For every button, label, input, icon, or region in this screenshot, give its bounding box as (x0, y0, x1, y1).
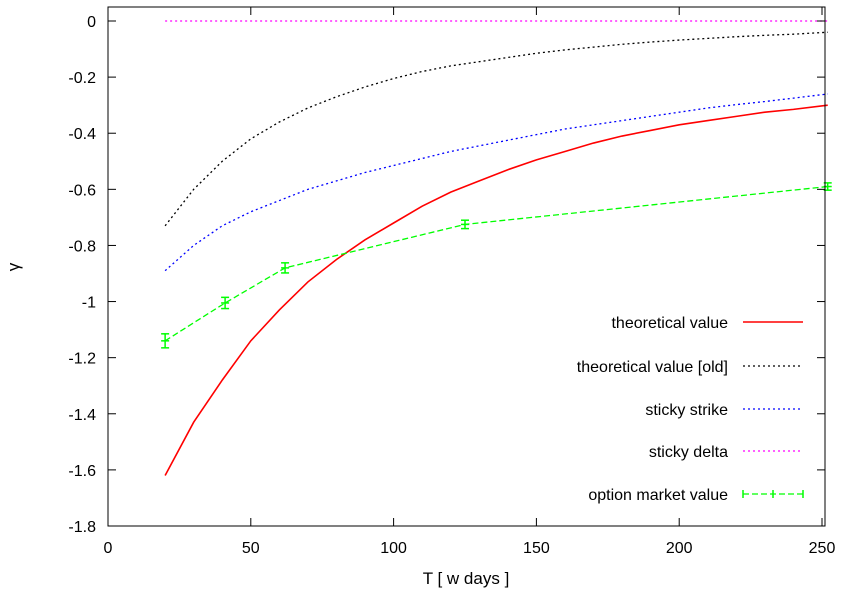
series-layer (161, 20, 832, 476)
legend-label: sticky delta (649, 444, 728, 461)
series-line (164, 104, 828, 476)
y-tick-label: -1.4 (68, 407, 96, 424)
y-tick-label: -0.8 (68, 238, 96, 255)
y-tick-label: -0.2 (68, 70, 96, 87)
legend: theoretical value theoretical value [old]… (577, 315, 804, 504)
series-line (164, 31, 828, 227)
x-tick-label: 150 (523, 540, 550, 557)
series-line (164, 185, 828, 342)
x-tick-label: 0 (104, 540, 113, 557)
legend-label: option market value (588, 487, 728, 504)
legend-item: sticky strike (645, 402, 803, 419)
axis-layer: 0 50 100 150 200 250 0 -0.2 -0.4 -0.6 -0.8 -1 -1.2 -1… (68, 7, 835, 557)
legend-label: theoretical value (611, 315, 728, 332)
series-4 (161, 182, 832, 349)
x-tick-label: 200 (666, 540, 693, 557)
series-line (164, 93, 828, 272)
y-tick-label: -0.6 (68, 182, 96, 199)
series-0 (164, 104, 828, 476)
x-tick-label: 50 (242, 540, 260, 557)
legend-label: sticky strike (645, 402, 728, 419)
series-2 (164, 93, 828, 272)
legend-item: option market value (588, 487, 804, 504)
legend-label: theoretical value [old] (577, 359, 728, 376)
y-tick-label: -1.2 (68, 351, 96, 368)
series-1 (164, 31, 828, 227)
legend-item: theoretical value [old] (577, 359, 803, 376)
y-tick-label: -0.4 (68, 126, 96, 143)
x-tick-label: 250 (809, 540, 836, 557)
legend-item: sticky delta (649, 444, 803, 461)
legend-item: theoretical value (611, 315, 803, 332)
x-axis-label: T [ w days ] (423, 569, 510, 588)
y-tick-label: -1.6 (68, 463, 96, 480)
y-tick-label: -1.8 (68, 519, 96, 536)
y-tick-label: 0 (87, 14, 96, 31)
x-tick-label: 100 (380, 540, 407, 557)
plot-frame (107, 6, 826, 527)
y-tick-label: -1 (82, 295, 96, 312)
y-axis-label: γ (4, 262, 23, 271)
